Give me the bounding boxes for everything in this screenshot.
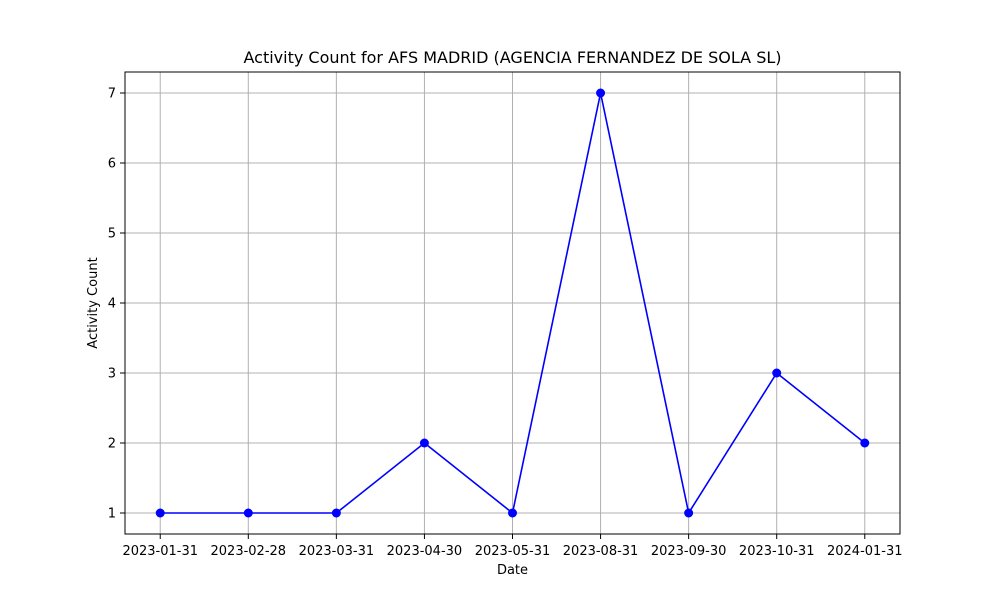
y-tick-label: 4: [108, 297, 116, 312]
x-tick-label: 2023-05-31: [475, 544, 551, 559]
y-tick-label: 3: [108, 367, 116, 382]
chart-title: Activity Count for AFS MADRID (AGENCIA F…: [243, 48, 781, 67]
data-point: [155, 508, 165, 518]
y-tick-label: 1: [108, 507, 116, 522]
x-tick-label: 2023-10-31: [739, 544, 815, 559]
grid-lines: [125, 72, 900, 534]
y-tick-label: 2: [108, 437, 116, 452]
x-tick-label: 2023-03-31: [299, 544, 375, 559]
x-tick-label: 2023-08-31: [563, 544, 639, 559]
data-point: [596, 88, 606, 98]
y-axis-label: Activity Count: [86, 257, 101, 348]
y-tick-label: 7: [108, 87, 116, 102]
y-tick-label: 5: [108, 227, 116, 242]
x-tick-label: 2023-09-30: [651, 544, 727, 559]
data-point: [508, 508, 517, 518]
x-tick-label: 2024-01-31: [827, 544, 903, 559]
x-tick-label: 2023-02-28: [211, 544, 287, 559]
data-point: [772, 368, 782, 378]
data-series: [155, 88, 870, 518]
x-tick-label: 2023-04-30: [387, 544, 463, 559]
data-point: [243, 508, 253, 518]
x-tick-label: 2023-01-31: [122, 544, 198, 559]
x-axis-label: Date: [497, 563, 528, 578]
axis-ticks: 2023-01-31 2023-02-28 2023-03-31 2023-04-30…: [108, 87, 903, 560]
data-point: [860, 438, 870, 448]
y-tick-label: 6: [108, 157, 116, 172]
data-point: [331, 508, 341, 518]
data-point: [684, 508, 694, 518]
data-point: [419, 438, 429, 448]
